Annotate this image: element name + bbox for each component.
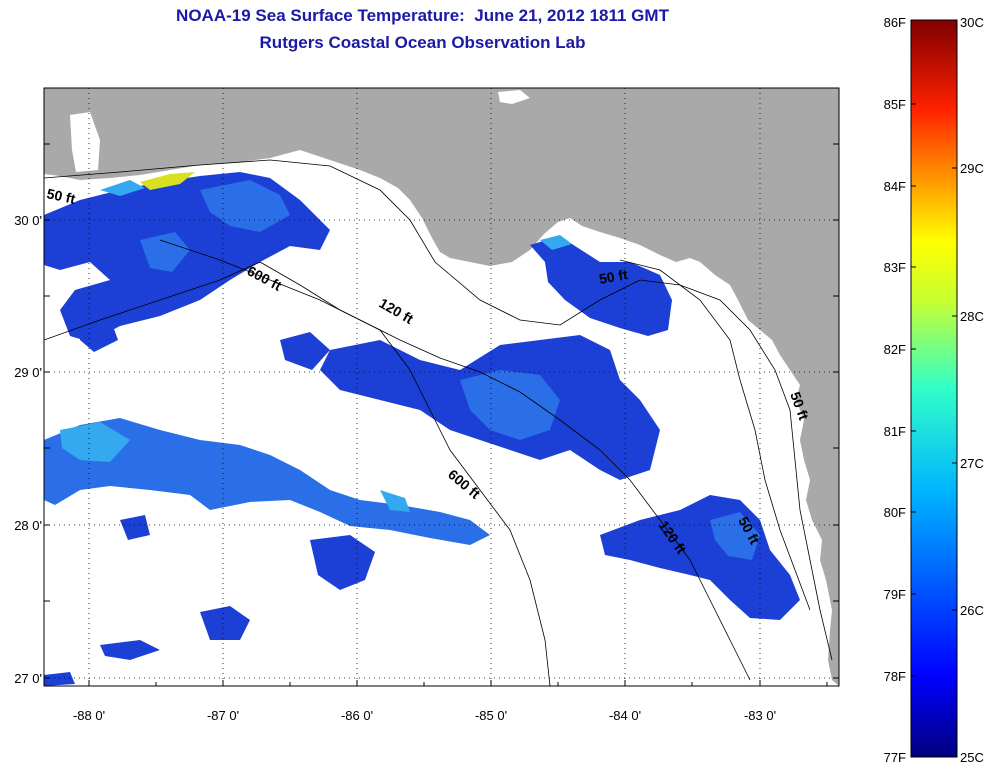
- x-axis-labels: -88 0' -87 0' -86 0' -85 0' -84 0' -83 0…: [73, 708, 776, 723]
- contour-label: 50 ft: [598, 266, 629, 287]
- sst-coverage: [44, 172, 800, 686]
- x-tick-label: -87 0': [207, 708, 239, 723]
- x-tick-label: -83 0': [744, 708, 776, 723]
- contour-label: 50 ft: [45, 185, 77, 207]
- y-tick-label: 29 0': [14, 365, 42, 380]
- x-tick-label: -84 0': [609, 708, 641, 723]
- plot-frame: [43, 87, 840, 687]
- tick-marks: [44, 143, 839, 686]
- land-mass: [44, 88, 839, 686]
- map-title: NOAA-19 Sea Surface Temperature: June 21…: [176, 6, 669, 25]
- x-tick-label: -85 0': [475, 708, 507, 723]
- coastal-inlet: [70, 112, 100, 172]
- depth-contours: [44, 159, 833, 686]
- y-tick-label: 28 0': [14, 518, 42, 533]
- coastal-inlet: [498, 90, 530, 104]
- coastal-inlet: [790, 540, 812, 590]
- y-axis-labels: 30 0' 29 0' 28 0' 27 0': [14, 213, 42, 686]
- map-subtitle: Rutgers Coastal Ocean Observation Lab: [259, 33, 586, 52]
- y-tick-label: 30 0': [14, 213, 42, 228]
- x-tick-label: -86 0': [341, 708, 373, 723]
- y-tick-label: 27 0': [14, 671, 42, 686]
- x-tick-label: -88 0': [73, 708, 105, 723]
